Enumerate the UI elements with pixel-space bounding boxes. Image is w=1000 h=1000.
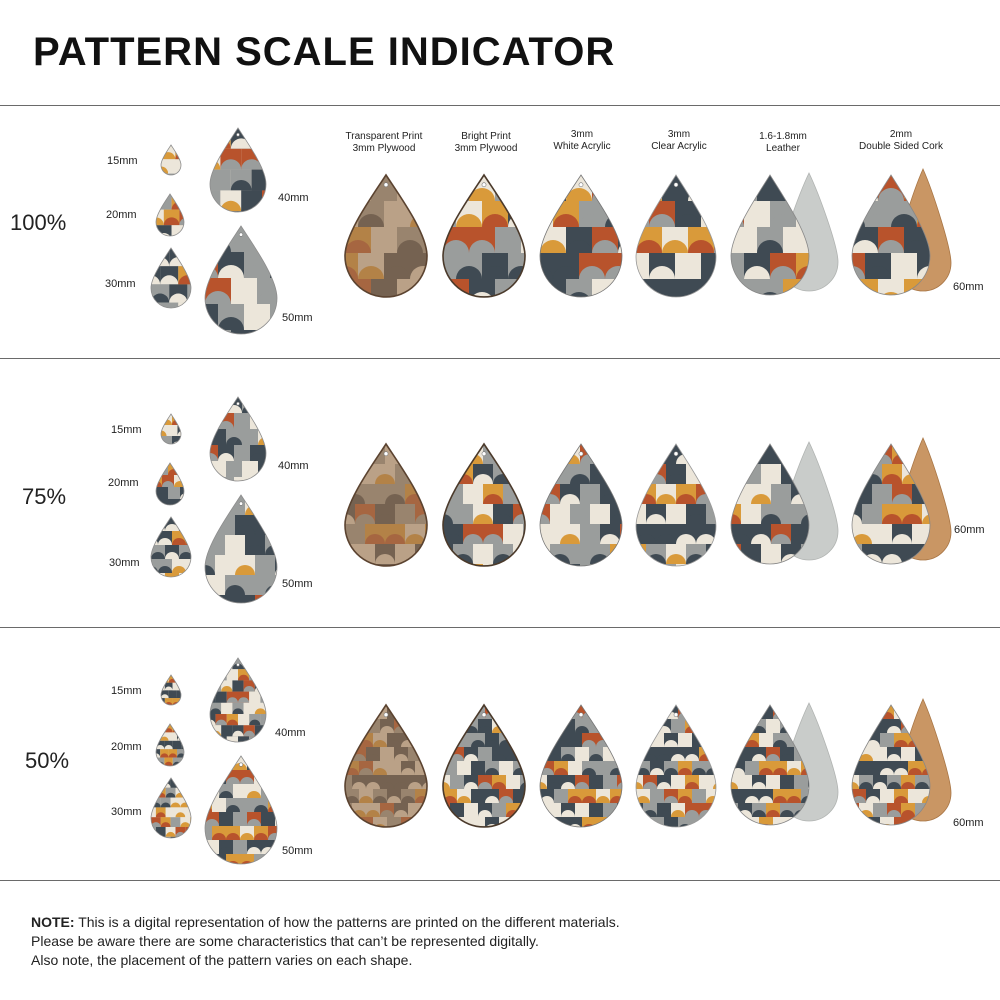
- size-label-15mm: 15mm: [107, 155, 138, 167]
- material-label-clear-acrylic: 3mm Clear Acrylic: [651, 129, 707, 152]
- size-label-40mm: 40mm: [275, 727, 306, 739]
- sample-transparent-plywood: [344, 442, 428, 567]
- note-line-2: Please be aware there are some character…: [31, 933, 539, 949]
- divider: [0, 105, 1000, 106]
- teardrop-sample: [160, 144, 182, 176]
- note-text: NOTE: This is a digital representation o…: [31, 913, 620, 970]
- scale-label-50: 50%: [25, 748, 70, 773]
- teardrop-sample: [204, 755, 278, 865]
- scale-label-100: 100%: [10, 210, 67, 235]
- material-label-cork: 2mm Double Sided Cork: [859, 129, 943, 152]
- sample-white-acrylic: [539, 443, 623, 567]
- sample-clear-acrylic: [635, 704, 717, 828]
- teardrop-sample: [150, 247, 192, 309]
- sample-clear-acrylic: [635, 443, 717, 567]
- teardrop-sample: [155, 462, 185, 506]
- teardrop-sample: [160, 674, 182, 706]
- sample-cork: [851, 704, 931, 826]
- sample-white-acrylic: [539, 704, 623, 828]
- teardrop-sample: [209, 396, 267, 482]
- sample-bright-plywood: [442, 173, 526, 298]
- size-label-40mm: 40mm: [278, 460, 309, 472]
- teardrop-sample: [209, 127, 267, 213]
- teardrop-sample: [204, 225, 278, 335]
- material-label-transparent-plywood: Transparent Print 3mm Plywood: [345, 131, 423, 154]
- size-label-30mm: 30mm: [111, 806, 142, 818]
- size-label-30mm: 30mm: [105, 278, 136, 290]
- teardrop-sample: [155, 193, 185, 237]
- size-label-50mm: 50mm: [282, 312, 313, 324]
- sample-bright-plywood: [442, 442, 526, 567]
- teardrop-sample: [204, 494, 278, 604]
- note-label: NOTE:: [31, 914, 75, 930]
- size-label-15mm: 15mm: [111, 685, 142, 697]
- note-line-3: Also note, the placement of the pattern …: [31, 952, 413, 968]
- sample-white-acrylic: [539, 174, 623, 298]
- size-label-60mm: 60mm: [953, 281, 984, 293]
- size-label-30mm: 30mm: [109, 557, 140, 569]
- size-label-50mm: 50mm: [282, 845, 313, 857]
- size-label-50mm: 50mm: [282, 578, 313, 590]
- sample-cork: [851, 443, 931, 565]
- divider: [0, 880, 1000, 881]
- size-label-40mm: 40mm: [278, 192, 309, 204]
- sample-leather: [730, 174, 810, 296]
- teardrop-sample: [160, 413, 182, 445]
- scale-label-75: 75%: [22, 484, 67, 509]
- sample-cork: [851, 174, 931, 296]
- size-label-20mm: 20mm: [111, 741, 142, 753]
- size-label-60mm: 60mm: [954, 524, 985, 536]
- material-label-white-acrylic: 3mm White Acrylic: [553, 129, 611, 152]
- sample-leather: [730, 704, 810, 826]
- note-line-1: This is a digital representation of how …: [78, 914, 620, 930]
- size-label-60mm: 60mm: [953, 817, 984, 829]
- teardrop-sample: [150, 777, 192, 839]
- sample-transparent-plywood: [344, 703, 428, 828]
- size-label-20mm: 20mm: [106, 209, 137, 221]
- teardrop-sample: [150, 516, 192, 578]
- sample-bright-plywood: [442, 703, 526, 828]
- size-label-15mm: 15mm: [111, 424, 142, 436]
- sample-transparent-plywood: [344, 173, 428, 298]
- sample-clear-acrylic: [635, 174, 717, 298]
- divider: [0, 358, 1000, 359]
- page-title: PATTERN SCALE INDICATOR: [33, 30, 616, 74]
- size-label-20mm: 20mm: [108, 477, 139, 489]
- teardrop-sample: [155, 723, 185, 767]
- sample-leather: [730, 443, 810, 565]
- teardrop-sample: [209, 657, 267, 743]
- material-label-bright-plywood: Bright Print 3mm Plywood: [454, 131, 518, 154]
- divider: [0, 627, 1000, 628]
- material-label-leather: 1.6-1.8mm Leather: [759, 131, 807, 154]
